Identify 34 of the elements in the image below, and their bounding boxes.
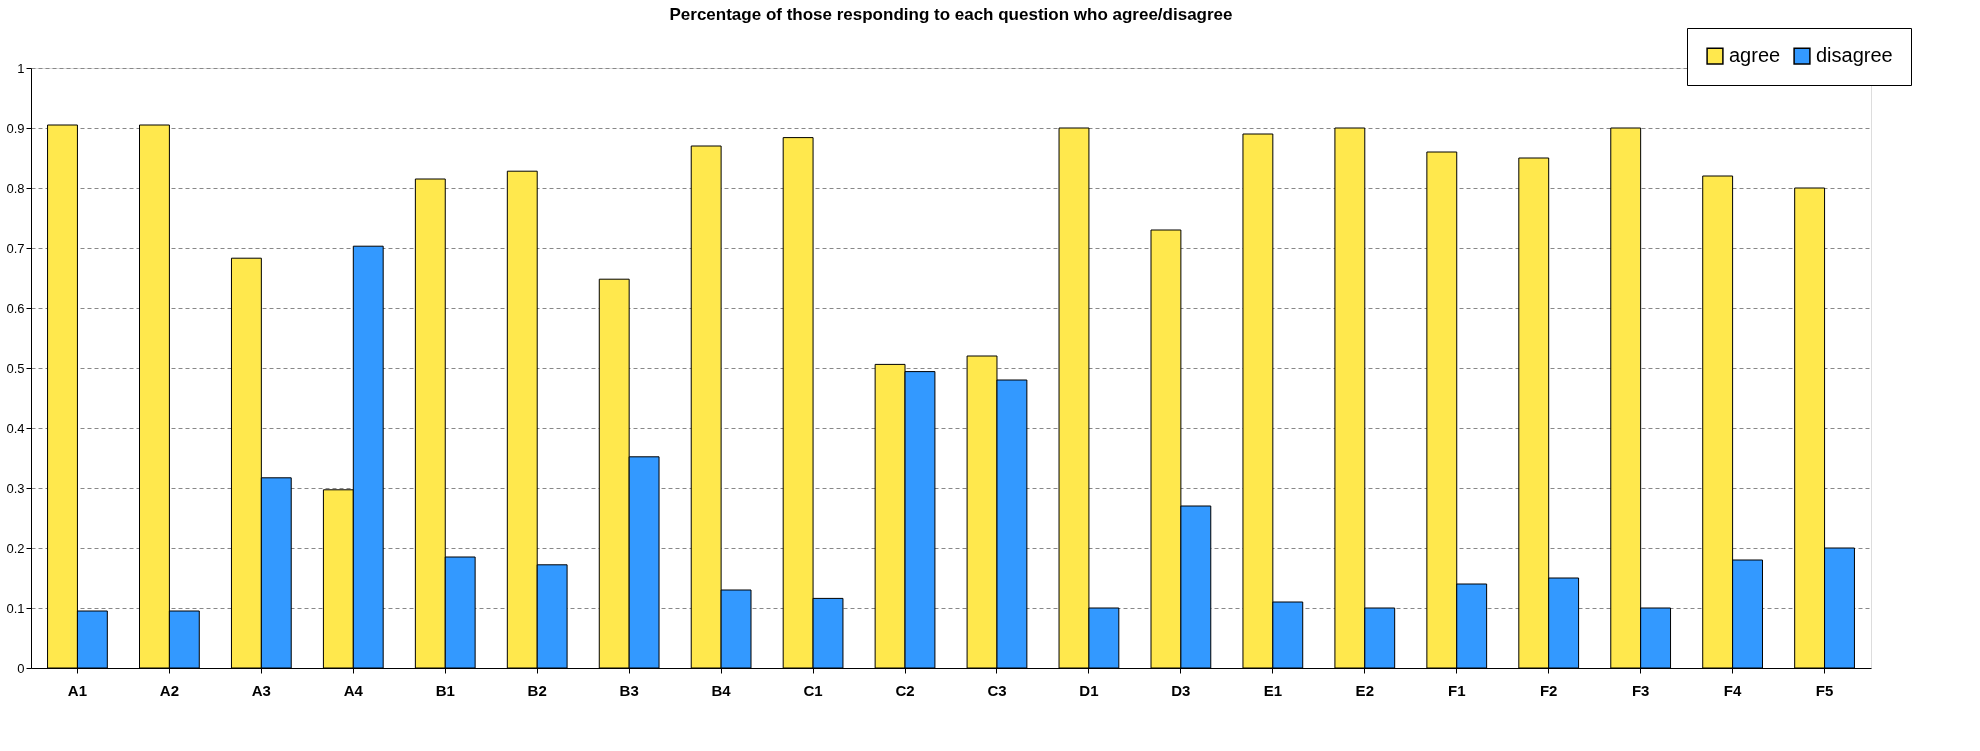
y-tick-label: 0.8 [6, 180, 25, 196]
y-tick-label: 0.7 [6, 240, 25, 256]
x-tick-label: F4 [1723, 681, 1743, 699]
x-tick-label: A4 [343, 681, 364, 699]
y-tick-label: 0.4 [6, 420, 25, 436]
x-tick-label: E2 [1355, 681, 1374, 699]
x-tick-label: B3 [619, 681, 639, 699]
x-tick-label: E1 [1263, 681, 1283, 699]
chart-title: Percentage of those responding to each question who agree/disagree [669, 4, 1233, 24]
x-tick-label: A2 [159, 681, 179, 699]
y-tick-label: 0 [17, 660, 25, 676]
x-tick-label: F5 [1815, 681, 1834, 699]
y-tick-label: 1 [17, 60, 25, 76]
x-tick-label: D1 [1079, 681, 1099, 699]
x-tick-label: D3 [1171, 681, 1191, 699]
x-tick-label: B1 [435, 681, 455, 699]
y-tick-label: 0.6 [6, 300, 25, 316]
legend-label: disagree [1816, 44, 1893, 67]
y-tick-label: 0.3 [6, 480, 25, 496]
x-tick-label: C3 [987, 681, 1007, 699]
y-tick-label: 0.2 [6, 540, 25, 556]
y-tick-label: 0.9 [6, 120, 25, 136]
x-tick-label: A1 [67, 681, 88, 699]
y-tick-label: 0.5 [6, 360, 25, 376]
x-tick-label: F3 [1631, 681, 1650, 699]
y-tick-label: 0.1 [6, 600, 25, 616]
x-tick-label: F2 [1539, 681, 1558, 699]
legend-label: agree [1729, 44, 1781, 67]
x-tick-label: A3 [251, 681, 271, 699]
x-tick-label: F1 [1447, 681, 1466, 699]
x-tick-label: C2 [895, 681, 915, 699]
x-tick-label: B4 [711, 681, 732, 699]
x-tick-label: C1 [803, 681, 823, 699]
x-tick-label: B2 [527, 681, 547, 699]
